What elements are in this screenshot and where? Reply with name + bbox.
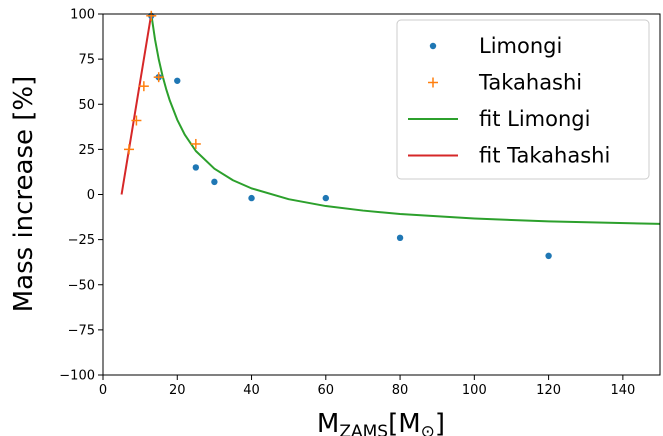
limongi-point bbox=[396, 234, 404, 242]
y-tick-label: −100 bbox=[59, 369, 95, 384]
x-axis-title: MZAMS[M⊙] bbox=[317, 409, 445, 436]
y-tick-label: −75 bbox=[68, 323, 95, 338]
fit-takahashi-line bbox=[120, 13, 153, 195]
limongi-point bbox=[248, 194, 255, 202]
x-tick-label: 40 bbox=[243, 383, 260, 398]
takahashi-point bbox=[138, 81, 149, 92]
x-tick-label: 100 bbox=[462, 383, 487, 398]
legend-label-fit-takahashi: fit Takahashi bbox=[479, 144, 610, 168]
x-axis-title-close: ] bbox=[435, 409, 445, 436]
y-tick-label: 0 bbox=[87, 188, 95, 203]
x-axis-title-unit-sub: ⊙ bbox=[421, 422, 435, 436]
legend-label-fit-limongi: fit Limongi bbox=[479, 107, 590, 131]
y-tick-label: 50 bbox=[78, 98, 95, 113]
x-tick-label: 80 bbox=[392, 383, 409, 398]
x-tick-label: 140 bbox=[610, 383, 635, 398]
legend-label-takahashi: Takahashi bbox=[478, 71, 582, 95]
limongi-point bbox=[322, 194, 329, 202]
y-tick-label: 100 bbox=[70, 8, 95, 23]
ticks-layer: 0 20 40 60 80 100 120 140 −100 −75 −50 −25 0 25 50 75 10… bbox=[59, 8, 635, 399]
takahashi-point bbox=[123, 144, 134, 155]
x-tick-label: 120 bbox=[536, 383, 561, 398]
x-tick-label: 60 bbox=[318, 383, 335, 398]
limongi-point bbox=[192, 164, 200, 171]
y-tick-label: −50 bbox=[68, 278, 95, 293]
legend-swatch-takahashi bbox=[428, 77, 438, 88]
fit-limongi-line bbox=[150, 13, 661, 225]
y-tick-label: 75 bbox=[78, 53, 95, 68]
x-tick-label: 20 bbox=[169, 383, 186, 398]
plot-frame bbox=[102, 13, 661, 376]
limongi-point bbox=[174, 77, 181, 84]
limongi-point bbox=[545, 252, 552, 260]
y-axis-title: Mass increase [%] bbox=[9, 76, 39, 313]
takahashi-point bbox=[131, 115, 142, 126]
legend-label-limongi: Limongi bbox=[479, 34, 562, 58]
x-tick-label: 0 bbox=[99, 383, 107, 398]
legend-box bbox=[396, 19, 650, 180]
x-axis-title-unit: [M bbox=[388, 409, 421, 436]
series-layer bbox=[120, 10, 661, 260]
takahashi-point bbox=[146, 10, 157, 21]
y-tick-label: 25 bbox=[78, 143, 95, 158]
x-axis-title-sub: ZAMS bbox=[339, 422, 388, 436]
legend-swatch-limongi bbox=[429, 42, 437, 50]
x-axis-title-main: M bbox=[317, 409, 339, 436]
legend: Limongi Takahashi fit Limongi fit Takahashi bbox=[396, 19, 650, 180]
y-tick-label: −25 bbox=[68, 233, 95, 248]
takahashi-point bbox=[153, 72, 164, 83]
takahashi-point bbox=[190, 138, 201, 149]
limongi-point bbox=[211, 178, 218, 186]
